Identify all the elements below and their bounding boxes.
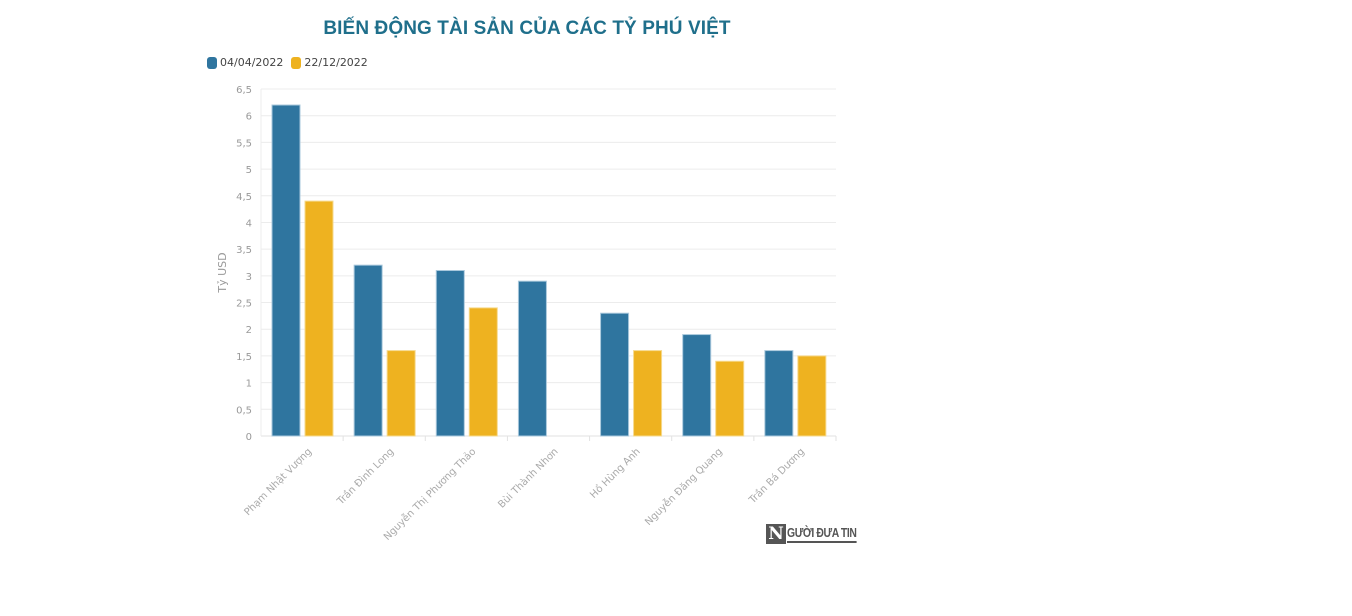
legend-item-series-2[interactable]: 22/12/2022 (291, 56, 368, 69)
x-tick-label: Trần Bá Dương (746, 446, 807, 507)
bar[interactable] (468, 307, 498, 437)
legend-label-series-1: 04/04/2022 (220, 56, 284, 69)
x-tick-label: Bùi Thành Nhơn (496, 446, 561, 511)
bar[interactable] (304, 200, 334, 437)
logo-text: GƯỜI ĐƯA TIN (787, 525, 857, 543)
y-tick-label: 4,5 (236, 192, 252, 203)
bar[interactable] (682, 334, 712, 437)
x-tick-label: Trần Đình Long (334, 446, 396, 508)
x-tick-label: Phạm Nhật Vượng (242, 446, 314, 518)
x-tick-label: Nguyễn Đăng Quang (642, 445, 725, 528)
bar[interactable] (271, 104, 301, 437)
bar[interactable] (517, 280, 547, 437)
x-tick-label: Nguyễn Thị Phương Thảo (381, 445, 479, 543)
chart-title: BIẾN ĐỘNG TÀI SẢN CỦA CÁC TỶ PHÚ VIỆT (323, 18, 731, 39)
bar[interactable] (715, 360, 745, 437)
y-tick-label: 2 (246, 325, 252, 336)
legend-swatch-series-2 (291, 56, 302, 69)
legend-label-series-2: 22/12/2022 (304, 56, 368, 69)
bar[interactable] (386, 350, 416, 437)
bar[interactable] (797, 355, 827, 437)
bar[interactable] (633, 350, 663, 437)
y-tick-label: 2,5 (236, 299, 252, 310)
x-tick-label: Hồ Hùng Anh (588, 446, 643, 501)
y-tick-label: 1 (246, 379, 252, 390)
y-tick-label: 3,5 (236, 245, 252, 256)
bar[interactable] (435, 270, 465, 437)
y-axis-label: Tỷ USD (216, 252, 229, 293)
bar[interactable] (353, 264, 383, 437)
y-tick-label: 6,5 (236, 85, 252, 96)
y-tick-label: 5 (246, 165, 252, 176)
y-tick-label: 0 (246, 432, 252, 443)
legend: 04/04/2022 22/12/2022 (207, 56, 376, 69)
y-tick-label: 1,5 (236, 352, 252, 363)
bar[interactable] (600, 312, 630, 437)
publisher-logo: N GƯỜI ĐƯA TIN (766, 524, 874, 544)
legend-item-series-1[interactable]: 04/04/2022 (207, 56, 283, 69)
y-tick-label: 6 (246, 112, 252, 123)
logo-mark: N (766, 524, 786, 544)
y-tick-label: 3 (246, 272, 252, 283)
legend-swatch-series-1 (207, 56, 217, 69)
y-tick-label: 5,5 (236, 138, 252, 149)
y-tick-label: 4 (246, 218, 252, 229)
bar[interactable] (764, 350, 794, 437)
y-tick-label: 0,5 (236, 405, 252, 416)
